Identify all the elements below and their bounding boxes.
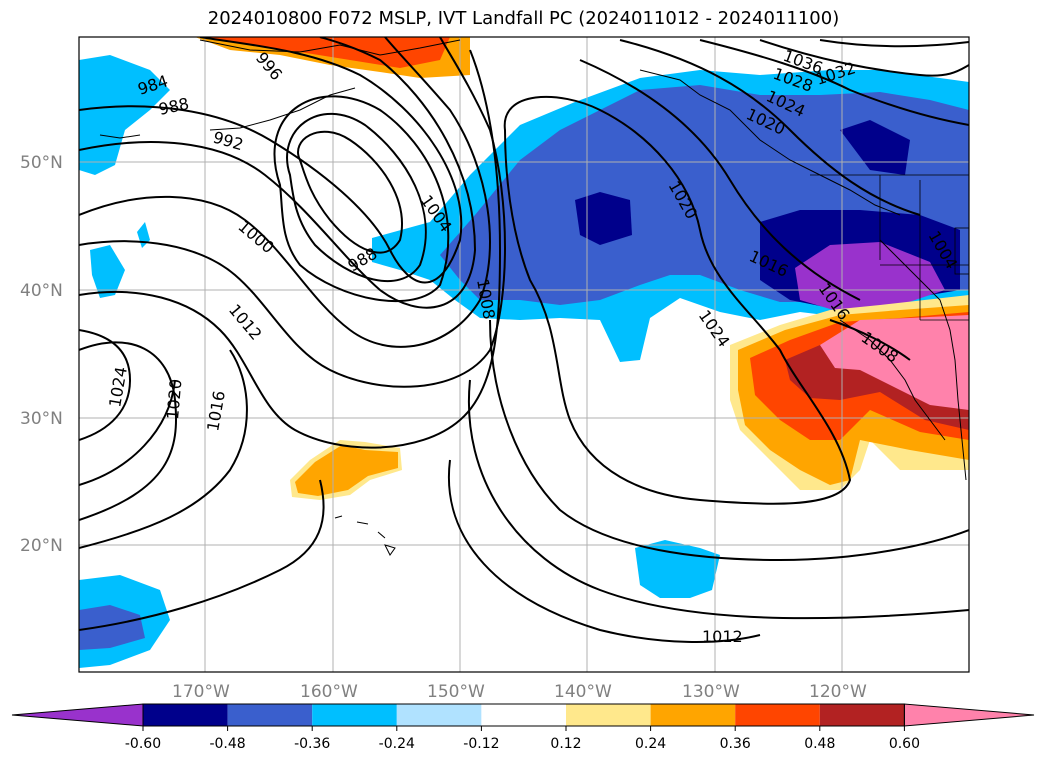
colorbar-segment: [396, 704, 482, 726]
negative-region-light: [90, 245, 125, 298]
colorbar-segment: [143, 704, 228, 726]
colorbar-tick-label: -0.48: [209, 736, 245, 752]
contour-label: 1000: [234, 217, 277, 258]
lon-label: 170°W: [172, 682, 230, 702]
lon-label: 160°W: [300, 682, 358, 702]
contour-label: 1012: [225, 300, 266, 343]
colorbar: -0.60 -0.48 -0.36 -0.24 -0.12 0.12 0.24 0.36 0.4…: [11, 703, 1035, 752]
mslp-contours: [79, 37, 969, 643]
plot-frame: [78, 36, 970, 673]
contour-label: 1024: [105, 365, 131, 408]
positive-region: [295, 445, 398, 496]
negative-region-light: [635, 540, 720, 598]
negative-region-purple: [795, 242, 945, 312]
contour-label: 1020: [163, 378, 185, 420]
colorbar-extend-right: [903, 703, 1035, 727]
negative-region-dark: [575, 192, 632, 245]
lon-label: 140°W: [554, 682, 612, 702]
lat-label: 40°N: [20, 281, 63, 301]
colorbar-tick-label: 0.60: [889, 736, 920, 752]
latitude-labels: 50°N 40°N 30°N 20°N: [20, 153, 63, 556]
colorbar-segment: [650, 704, 736, 726]
shading-layer: [79, 37, 969, 668]
colorbar-tick-label: -0.36: [294, 736, 330, 752]
colorbar-tick-label: 0.12: [550, 736, 581, 752]
gridlines: [79, 37, 969, 672]
colorbar-tick-label: -0.12: [463, 736, 499, 752]
colorbar-segment: [819, 704, 905, 726]
lat-label: 20°N: [20, 536, 63, 556]
colorbar-segment: [566, 704, 651, 726]
colorbar-tick-label: -0.24: [379, 736, 415, 752]
contour-label: 1016: [203, 389, 229, 432]
colorbar-tick-label: -0.60: [125, 736, 161, 752]
colorbar-tick-label: 0.48: [804, 736, 835, 752]
colorbar-tick-label: 0.24: [635, 736, 666, 752]
contour-label: 1012: [702, 627, 743, 646]
lon-label: 130°W: [682, 682, 740, 702]
negative-region-dark: [840, 120, 910, 175]
colorbar-segment: [481, 704, 566, 726]
positive-region-pink: [820, 315, 969, 410]
lon-label: 150°W: [427, 682, 485, 702]
colorbar-segment: [735, 704, 820, 726]
boundaries: [810, 174, 969, 321]
lat-label: 50°N: [20, 153, 63, 173]
negative-region-mid: [79, 605, 145, 650]
colorbar-extend-left: [11, 703, 144, 727]
coastlines: [99, 39, 967, 556]
longitude-labels: 170°W 160°W 150°W 140°W 130°W 120°W: [172, 682, 867, 702]
colorbar-segment: [312, 704, 397, 726]
positive-region: [205, 37, 450, 68]
colorbar-frame: [142, 703, 905, 727]
negative-region-light: [137, 222, 150, 248]
lon-label: 120°W: [809, 682, 867, 702]
figure-title: 2024010800 F072 MSLP, IVT Landfall PC (2…: [207, 8, 840, 29]
colorbar-segment: [227, 704, 313, 726]
lat-label: 30°N: [20, 409, 63, 429]
colorbar-tick-label: 0.36: [720, 736, 751, 752]
